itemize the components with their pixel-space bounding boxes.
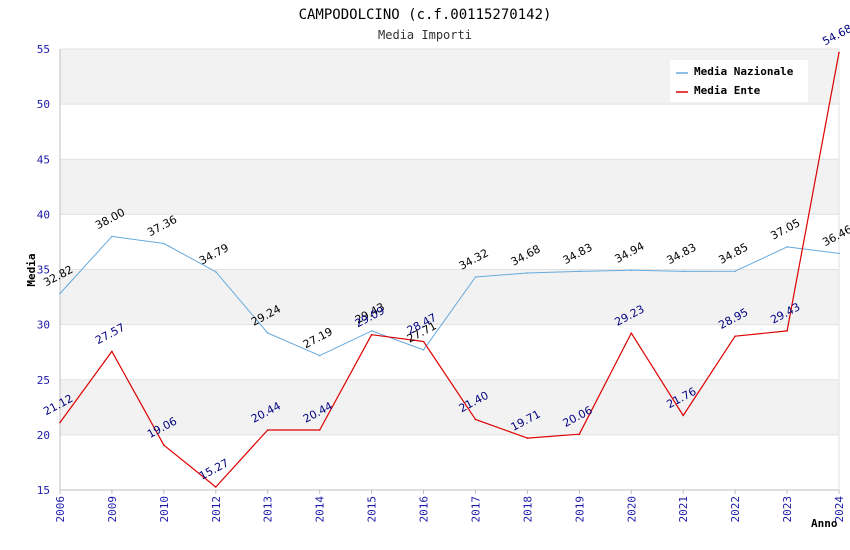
- y-tick-30: 30: [37, 319, 50, 332]
- x-tick-2016: 2016: [418, 496, 431, 523]
- point-media-nazionale-2020: [630, 269, 633, 271]
- point-media-ente-2024: [838, 51, 840, 54]
- point-media-ente-2018: [526, 437, 529, 439]
- x-tick-2022: 2022: [729, 496, 742, 523]
- point-media-ente-2009: [111, 350, 113, 353]
- x-tick-2018: 2018: [521, 496, 534, 523]
- point-media-nazionale-2021: [682, 270, 684, 273]
- x-tick-labels: 2006 2009 2010 2012 2013 2014 2015 2016 2017 2018…: [54, 496, 846, 523]
- point-media-nazionale-2024: [838, 252, 840, 255]
- x-tick-2021: 2021: [677, 496, 690, 523]
- band-35-40: [60, 214, 839, 270]
- series-group: [59, 51, 840, 488]
- band-40-45: [60, 159, 839, 215]
- series-line-media-nazionale: [59, 235, 840, 357]
- point-media-ente-2014: [318, 429, 321, 431]
- series-line-media-ente: [59, 52, 840, 488]
- point-media-nazionale-2009: [111, 235, 113, 238]
- y-tick-50: 50: [37, 98, 50, 111]
- point-media-nazionale-2023: [786, 246, 788, 248]
- y-tick-45: 45: [37, 153, 50, 166]
- point-media-ente-2022: [734, 335, 736, 338]
- point-media-ente-2012: [215, 486, 217, 488]
- y-axis-label: Media: [25, 253, 38, 286]
- legend-box: [670, 60, 808, 102]
- y-tick-20: 20: [37, 429, 50, 442]
- point-media-ente-2023: [786, 330, 788, 332]
- x-tick-2006: 2006: [54, 496, 67, 523]
- x-tick-2009: 2009: [106, 496, 119, 523]
- point-media-nazionale-2014: [318, 354, 321, 357]
- chart-subtitle: Media Importi: [378, 28, 472, 42]
- point-media-nazionale-2015: [370, 330, 373, 332]
- point-media-nazionale-2018: [526, 272, 529, 274]
- plot-background-bands: [60, 49, 839, 490]
- x-tick-2010: 2010: [158, 496, 171, 523]
- point-media-nazionale-2017: [474, 276, 477, 278]
- chart-title: CAMPODOLCINO (c.f.00115270142): [299, 7, 552, 23]
- y-tick-25: 25: [37, 374, 50, 387]
- x-tick-2023: 2023: [781, 496, 794, 523]
- y-tick-35: 35: [37, 264, 50, 277]
- point-media-ente-2006: [59, 421, 61, 424]
- x-tick-2019: 2019: [573, 496, 586, 523]
- legend-label-media-nazionale: Media Nazionale: [694, 65, 794, 78]
- x-tick-2013: 2013: [262, 496, 275, 523]
- axes: [59, 49, 840, 494]
- point-media-ente-2013: [266, 429, 269, 431]
- point-media-nazionale-2022: [734, 270, 736, 272]
- x-tick-2012: 2012: [210, 496, 223, 523]
- y-tick-55: 55: [37, 43, 50, 56]
- point-media-ente-2017: [474, 418, 477, 421]
- point-media-nazionale-2010: [163, 242, 165, 245]
- band-25-30: [60, 324, 839, 380]
- point-media-ente-2016: [422, 340, 425, 343]
- point-media-nazionale-2016: [422, 349, 425, 351]
- point-media-nazionale-2012: [215, 271, 217, 273]
- y-tick-labels: 15 20 25 30 35 40 45 50 55: [37, 43, 50, 497]
- y-tick-15: 15: [37, 484, 50, 497]
- point-media-nazionale-2019: [578, 270, 581, 273]
- point-media-nazionale-2006: [59, 292, 61, 295]
- y-tick-40: 40: [37, 208, 50, 221]
- data-label-media-ente-2024: 54.68: [820, 22, 850, 48]
- x-tick-2020: 2020: [625, 496, 638, 523]
- x-tick-2024: 2024: [833, 496, 846, 523]
- point-media-ente-2020: [630, 332, 633, 334]
- band-20-25: [60, 379, 839, 435]
- legend: Media Nazionale Media Ente: [670, 60, 808, 102]
- point-media-ente-2015: [370, 333, 373, 336]
- point-media-ente-2019: [578, 433, 581, 436]
- band-30-35: [60, 269, 839, 325]
- x-tick-2015: 2015: [366, 496, 379, 523]
- point-media-ente-2010: [163, 444, 165, 447]
- legend-label-media-ente: Media Ente: [694, 84, 761, 97]
- x-tick-2014: 2014: [314, 496, 327, 523]
- point-media-nazionale-2013: [266, 332, 269, 334]
- x-tick-2017: 2017: [469, 496, 482, 523]
- band-15-20: [60, 434, 839, 490]
- x-axis-label: Anno: [811, 517, 838, 530]
- point-media-ente-2021: [682, 414, 684, 417]
- band-45-50: [60, 104, 839, 160]
